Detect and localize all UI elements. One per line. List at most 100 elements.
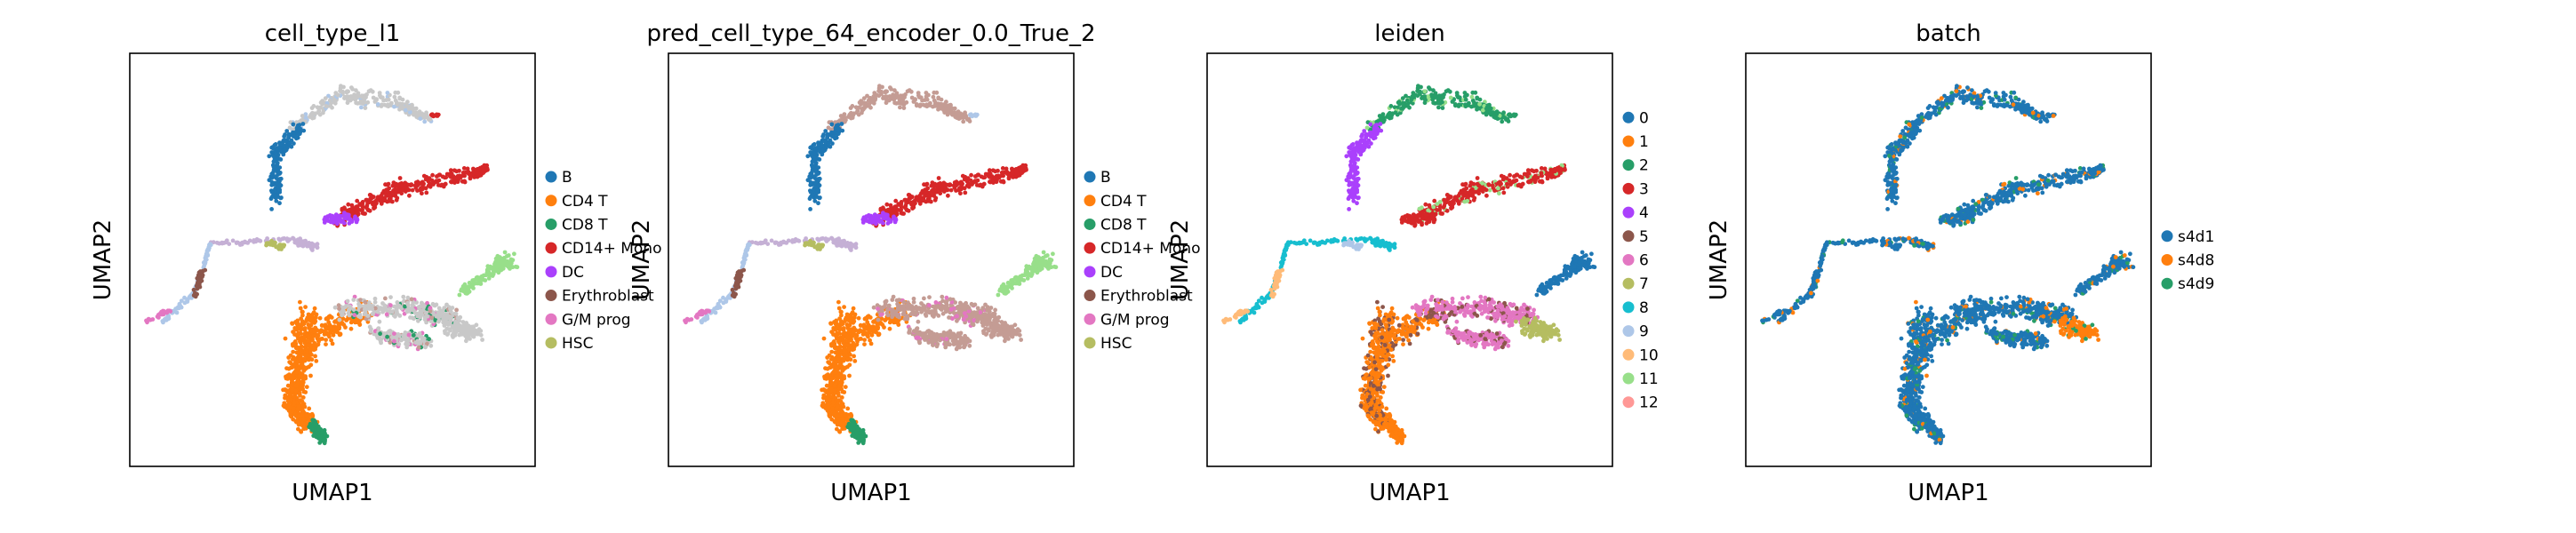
scatter-point: [948, 182, 952, 187]
scatter-point: [276, 247, 281, 251]
scatter-point: [456, 176, 460, 180]
scatter-point: [286, 136, 291, 140]
scatter-point: [932, 190, 936, 195]
scatter-point: [323, 330, 327, 334]
scatter-point: [305, 242, 309, 246]
scatter-point: [156, 314, 161, 318]
scatter-point: [185, 299, 189, 304]
scatter-point: [830, 407, 835, 411]
umap-panel-2: pred_cell_type_64_encoder_0.0_True_2UMAP…: [628, 20, 1200, 506]
scatter-point: [924, 91, 929, 95]
scatter-point: [316, 336, 320, 340]
scatter-point: [288, 125, 292, 130]
scatter-point: [312, 104, 316, 108]
scatter-point: [835, 243, 839, 248]
scatter-point: [837, 380, 842, 385]
scatter-point: [363, 307, 367, 312]
scatter-point: [790, 240, 795, 244]
scatter-point: [303, 353, 308, 357]
scatter-point: [829, 350, 834, 354]
scatter-point: [430, 173, 435, 178]
scatter-point: [896, 202, 900, 206]
scatter-point: [941, 181, 946, 186]
scatter-point: [743, 254, 748, 259]
scatter-point: [439, 183, 444, 187]
scatter-point: [829, 123, 834, 127]
scatter-point: [825, 136, 829, 140]
scatter-point: [427, 337, 431, 341]
scatter-point: [898, 94, 902, 99]
scatter-point: [940, 295, 944, 299]
scatter-point: [863, 218, 868, 222]
scatter-point: [312, 418, 316, 423]
scatter-point: [291, 365, 295, 370]
scatter-point: [817, 142, 821, 147]
scatter-point: [849, 116, 853, 121]
scatter-point: [854, 336, 859, 340]
scatter-point: [808, 195, 812, 200]
scatter-point: [969, 179, 973, 183]
scatter-point: [869, 216, 874, 220]
x-axis-label: UMAP1: [292, 480, 372, 506]
scatter-point: [716, 306, 720, 310]
scatter-point: [339, 214, 343, 219]
scatter-point: [388, 303, 393, 307]
scatter-point: [386, 91, 390, 95]
scatter-point: [1007, 175, 1012, 179]
scatter-point: [304, 319, 308, 323]
legend-label: CD8 T: [562, 216, 608, 234]
scatter-point: [843, 319, 847, 323]
scatter-point: [300, 310, 305, 314]
scatter-point: [900, 211, 905, 216]
scatter-point: [862, 342, 867, 346]
scatter-point: [331, 216, 335, 220]
scatter-point: [409, 182, 413, 187]
scatter-point: [333, 330, 338, 334]
scatter-point: [851, 347, 855, 352]
scatter-point: [804, 241, 809, 245]
scatter-point: [1001, 179, 1005, 184]
scatter-point: [498, 255, 502, 259]
scatter-point: [412, 333, 416, 338]
scatter-point: [858, 337, 862, 341]
scatter-point: [324, 342, 328, 346]
scatter-point: [382, 305, 387, 309]
scatter-point: [476, 170, 480, 174]
scatter-point: [367, 300, 372, 305]
scatter-point: [830, 356, 835, 361]
scatter-point: [368, 193, 372, 197]
scatter-point: [861, 330, 866, 334]
scatter-point: [877, 84, 882, 88]
scatter-point: [305, 349, 309, 354]
scatter-point: [292, 356, 296, 361]
scatter-point: [339, 89, 343, 93]
scatter-point: [894, 218, 899, 222]
scatter-point: [317, 427, 322, 432]
scatter-point: [981, 175, 986, 179]
scatter-point: [1014, 170, 1019, 174]
scatter-point: [831, 401, 836, 405]
scatter-point: [457, 333, 461, 338]
scatter-point: [836, 367, 840, 371]
scatter-point: [824, 236, 828, 241]
scatter-point: [387, 104, 391, 108]
scatter-point: [817, 183, 821, 187]
scatter-point: [357, 305, 362, 309]
scatter-point: [372, 206, 376, 211]
scatter-point: [863, 104, 868, 108]
scatter-point: [388, 199, 392, 203]
scatter-point: [995, 179, 999, 184]
scatter-point: [857, 113, 861, 117]
panel-title: cell_type_l1: [265, 20, 401, 47]
scatter-point: [369, 329, 373, 333]
scatter-point: [812, 158, 816, 163]
scatter-point: [367, 89, 372, 93]
scatter-point: [457, 169, 461, 173]
scatter-point: [364, 106, 368, 110]
scatter-point: [449, 179, 453, 184]
scatter-point: [477, 327, 482, 331]
scatter-point: [340, 207, 345, 211]
scatter-point: [835, 326, 839, 330]
scatter-point: [835, 132, 839, 137]
scatter-point: [200, 279, 204, 283]
